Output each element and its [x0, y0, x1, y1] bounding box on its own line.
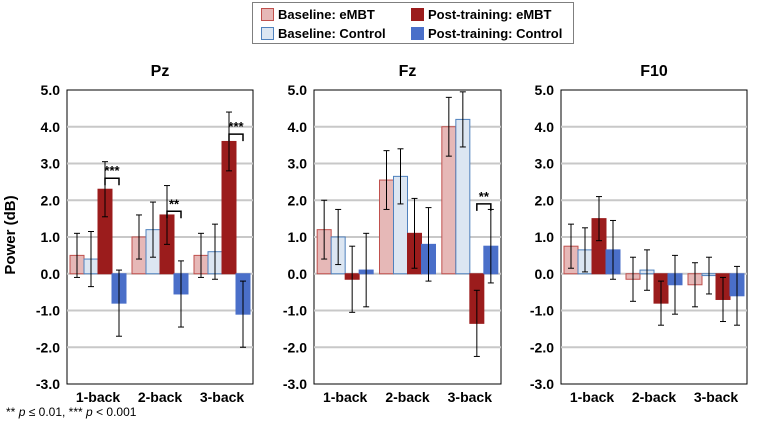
significance-bracket-fz	[476, 203, 492, 211]
y-tick-label-f10: -1.0	[530, 303, 554, 319]
legend-swatch-post-embt	[411, 8, 424, 21]
significance-bracket-pz	[228, 133, 244, 142]
legend: Baseline: eMBT Baseline: Control Post-tr…	[252, 2, 574, 44]
x-tick-label-fz: 1-back	[323, 389, 368, 405]
legend-item-baseline-embt: Baseline: eMBT	[261, 7, 375, 22]
y-tick-label-pz: -2.0	[36, 339, 60, 355]
legend-item-post-embt: Post-training: eMBT	[411, 7, 552, 22]
x-tick-label-f10: 3-back	[694, 389, 739, 405]
significance-bracket-pz	[104, 177, 120, 186]
chart-title-fz: Fz	[399, 63, 417, 80]
footnote-p1: p	[18, 405, 26, 419]
y-tick-label-fz: 0.0	[288, 266, 308, 282]
legend-swatch-post-control	[411, 27, 424, 40]
y-tick-label-pz: 3.0	[41, 156, 61, 172]
y-tick-label-f10: 5.0	[535, 82, 555, 98]
y-tick-label-f10: 3.0	[535, 156, 555, 172]
significance-label-pz: **	[169, 196, 180, 211]
y-tick-label-f10: 4.0	[535, 119, 555, 135]
significance-label-pz: ***	[228, 119, 244, 134]
y-tick-label-f10: 2.0	[535, 192, 555, 208]
x-tick-label-pz: 1-back	[76, 389, 121, 405]
y-tick-label-fz: -1.0	[283, 303, 307, 319]
y-tick-label-fz: 5.0	[288, 82, 308, 98]
significance-bracket-pz	[166, 210, 182, 219]
footnote-sig2: **	[6, 405, 16, 419]
legend-label-post-embt: Post-training: eMBT	[428, 7, 552, 22]
legend-label-baseline-control: Baseline: Control	[278, 26, 386, 41]
x-tick-label-pz: 2-back	[138, 389, 183, 405]
y-tick-label-fz: 2.0	[288, 192, 308, 208]
y-tick-label-fz: -2.0	[283, 339, 307, 355]
y-tick-label-pz: 0.0	[41, 266, 61, 282]
y-tick-label-pz: 2.0	[41, 192, 61, 208]
y-tick-label-pz: 4.0	[41, 119, 61, 135]
y-tick-label-f10: 1.0	[535, 229, 555, 245]
significance-label-pz: ***	[104, 163, 120, 178]
chart-title-f10: F10	[640, 63, 668, 80]
legend-item-post-control: Post-training: Control	[411, 26, 562, 41]
y-tick-label-f10: -2.0	[530, 339, 554, 355]
legend-label-post-control: Post-training: Control	[428, 26, 563, 41]
legend-label-baseline-embt: Baseline: eMBT	[278, 7, 375, 22]
x-tick-label-fz: 2-back	[385, 389, 430, 405]
x-tick-label-f10: 1-back	[570, 389, 615, 405]
footnote-p2: p	[86, 405, 93, 419]
significance-label-fz: **	[479, 189, 490, 204]
footnote-t1: ≤ 0.01,	[28, 405, 69, 419]
footnote-t2: < 0.001	[96, 405, 137, 419]
y-tick-label-pz: 1.0	[41, 229, 61, 245]
legend-item-baseline-control: Baseline: Control	[261, 26, 386, 41]
footnote-sig3: ***	[68, 405, 83, 419]
y-tick-label-fz: 4.0	[288, 119, 308, 135]
chart-title-pz: Pz	[151, 63, 170, 80]
legend-swatch-baseline-control	[261, 27, 274, 40]
y-axis-label: Power (dB)	[2, 195, 19, 274]
x-tick-label-pz: 3-back	[200, 389, 245, 405]
footnote: ** p ≤ 0.01, *** p < 0.001	[6, 405, 136, 419]
y-tick-label-f10: 0.0	[535, 266, 555, 282]
y-tick-label-f10: -3.0	[530, 376, 554, 392]
y-tick-label-pz: -3.0	[36, 376, 60, 392]
x-tick-label-fz: 3-back	[448, 389, 493, 405]
y-tick-label-pz: -1.0	[36, 303, 60, 319]
legend-swatch-baseline-embt	[261, 8, 274, 21]
y-tick-label-fz: -3.0	[283, 376, 307, 392]
y-tick-label-fz: 3.0	[288, 156, 308, 172]
x-tick-label-f10: 2-back	[632, 389, 677, 405]
y-tick-label-fz: 1.0	[288, 229, 308, 245]
y-tick-label-pz: 5.0	[41, 82, 61, 98]
